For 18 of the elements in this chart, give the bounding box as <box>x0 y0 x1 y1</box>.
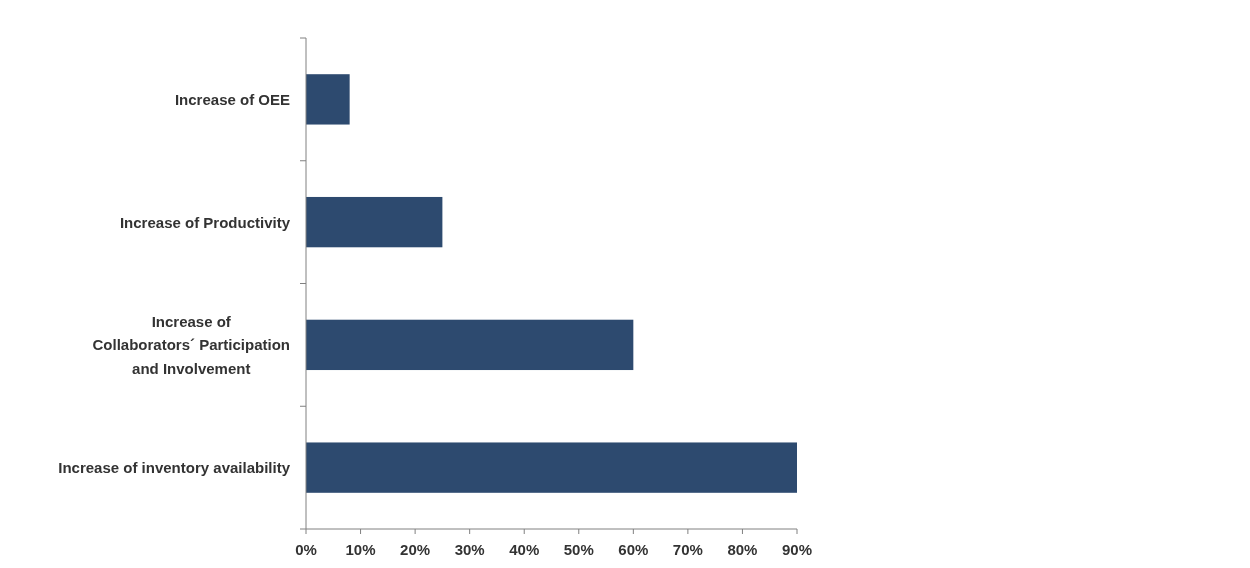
x-tick-label: 80% <box>727 540 758 558</box>
x-tick-label: 90% <box>781 540 813 558</box>
y-tick-label: Increase of Collaborators´ Participation and Involvement <box>92 313 290 377</box>
x-tick-label: 40% <box>509 540 540 558</box>
x-tick-label: 0% <box>295 540 317 558</box>
x-tick-label: 10% <box>345 540 376 558</box>
x-tick-label: 70% <box>672 540 703 558</box>
x-tick-label: 50% <box>563 540 594 558</box>
bar <box>306 196 443 248</box>
x-tick-label: 60% <box>618 540 649 558</box>
y-tick-label: Increase of OEE <box>174 90 290 108</box>
bar <box>306 74 350 125</box>
y-tick-label: Increase of Productivity <box>119 213 291 231</box>
bar <box>306 442 797 493</box>
bar <box>306 319 634 371</box>
y-tick-label: Increase of inventory availability <box>58 459 291 477</box>
x-tick-label: 30% <box>454 540 485 558</box>
x-tick-label: 20% <box>400 540 431 558</box>
